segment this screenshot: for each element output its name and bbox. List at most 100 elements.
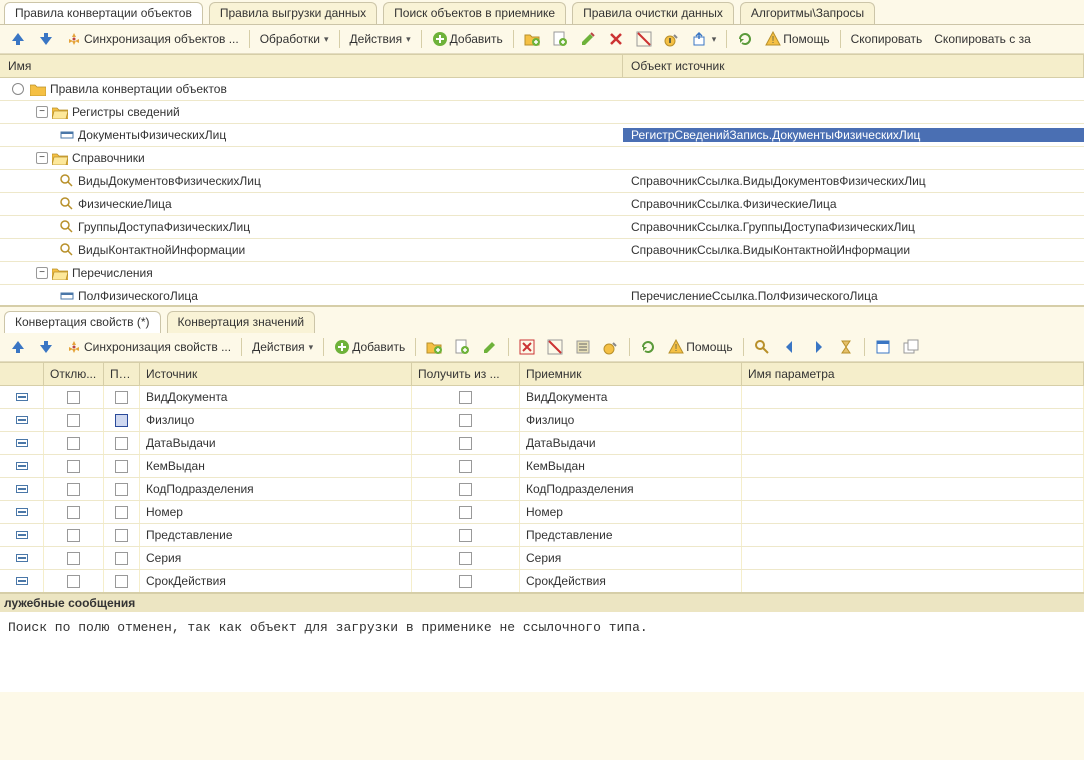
col-param[interactable]: Имя параметра — [742, 363, 1084, 385]
col-src[interactable]: Объект источник — [623, 55, 1084, 77]
tab[interactable]: Правила выгрузки данных — [209, 2, 377, 24]
checkbox-get[interactable] — [459, 483, 472, 496]
tree-row[interactable]: ДокументыФизическихЛицРегистрСведенийЗап… — [0, 124, 1084, 147]
nav-fwd-icon[interactable] — [806, 337, 830, 357]
checkbox-po[interactable] — [115, 575, 128, 588]
checkbox-po[interactable] — [115, 414, 128, 427]
tab[interactable]: Поиск объектов в приемнике — [383, 2, 566, 24]
tree-row[interactable]: ПолФизическогоЛицаПеречислениеСсылка.Пол… — [0, 285, 1084, 306]
checkbox-off[interactable] — [67, 575, 80, 588]
window-icon[interactable] — [871, 337, 895, 357]
col-getfrom[interactable]: Получить из ... — [412, 363, 520, 385]
tree-row[interactable]: ВидыДокументовФизическихЛицСправочникСсы… — [0, 170, 1084, 193]
checkbox-get[interactable] — [459, 414, 472, 427]
checkbox-get[interactable] — [459, 460, 472, 473]
checkbox-po[interactable] — [115, 552, 128, 565]
toggle2-icon[interactable] — [543, 337, 567, 357]
toggle-icon[interactable] — [632, 29, 656, 49]
property-row[interactable]: НомерНомер — [0, 501, 1084, 524]
list-icon[interactable] — [571, 337, 595, 357]
property-row[interactable]: СерияСерия — [0, 547, 1084, 570]
delete2-icon[interactable] — [515, 337, 539, 357]
checkbox-off[interactable] — [67, 506, 80, 519]
property-rows[interactable]: ВидДокументаВидДокументаФизлицоФизлицоДа… — [0, 386, 1084, 592]
checkbox-get[interactable] — [459, 391, 472, 404]
property-row[interactable]: ДатаВыдачиДатаВыдачи — [0, 432, 1084, 455]
new-doc2-icon[interactable] — [450, 337, 474, 357]
tree-row[interactable]: −Перечисления — [0, 262, 1084, 285]
tab[interactable]: Правила конвертации объектов — [4, 2, 203, 24]
copy-button[interactable]: Скопировать — [847, 30, 927, 48]
property-row[interactable]: СрокДействияСрокДействия — [0, 570, 1084, 592]
expand-icon[interactable]: − — [36, 106, 48, 118]
checkbox-off[interactable] — [67, 437, 80, 450]
copy-with-button[interactable]: Скопировать с за — [930, 30, 1035, 48]
col-source[interactable]: Источник — [140, 363, 412, 385]
tree-row[interactable]: ВидыКонтактнойИнформацииСправочникСсылка… — [0, 239, 1084, 262]
tab[interactable]: Конвертация свойств (*) — [4, 311, 161, 333]
checkbox-po[interactable] — [115, 483, 128, 496]
search-icon[interactable] — [750, 337, 774, 357]
col-off[interactable]: Отклю... — [44, 363, 104, 385]
new-folder-icon[interactable] — [520, 29, 544, 49]
tree-row[interactable]: −Регистры сведений — [0, 101, 1084, 124]
property-row[interactable]: КодПодразделенияКодПодразделения — [0, 478, 1084, 501]
refresh-icon[interactable] — [733, 29, 757, 49]
tree-row[interactable]: ГруппыДоступаФизическихЛицСправочникСсыл… — [0, 216, 1084, 239]
checkbox-off[interactable] — [67, 460, 80, 473]
tree-row[interactable]: −Справочники — [0, 147, 1084, 170]
col-name[interactable]: Имя — [0, 55, 623, 77]
tree-grid[interactable]: Правила конвертации объектов−Регистры св… — [0, 78, 1084, 306]
expand-icon[interactable]: − — [36, 267, 48, 279]
property-row[interactable]: ФизлицоФизлицо — [0, 409, 1084, 432]
arrow-up-icon[interactable] — [6, 337, 30, 357]
checkbox-off[interactable] — [67, 552, 80, 565]
add2-button[interactable]: Добавить — [330, 337, 409, 357]
new-folder2-icon[interactable] — [422, 337, 446, 357]
arrow-down-icon[interactable] — [34, 29, 58, 49]
delete-icon[interactable] — [604, 29, 628, 49]
checkbox-po[interactable] — [115, 506, 128, 519]
tab[interactable]: Правила очистки данных — [572, 2, 734, 24]
proc-dropdown[interactable]: Обработки — [256, 30, 333, 48]
checkbox-off[interactable] — [67, 414, 80, 427]
checkbox-get[interactable] — [459, 575, 472, 588]
property-row[interactable]: ВидДокументаВидДокумента — [0, 386, 1084, 409]
property-row[interactable]: ПредставлениеПредставление — [0, 524, 1084, 547]
checkbox-get[interactable] — [459, 552, 472, 565]
checkbox-po[interactable] — [115, 437, 128, 450]
checkbox-off[interactable] — [67, 529, 80, 542]
expand-icon[interactable]: − — [36, 152, 48, 164]
tree-row[interactable]: ФизическиеЛицаСправочникСсылка.Физически… — [0, 193, 1084, 216]
tab[interactable]: Конвертация значений — [167, 311, 316, 333]
edit-icon[interactable] — [576, 29, 600, 49]
checkbox-get[interactable] — [459, 529, 472, 542]
property-row[interactable]: КемВыданКемВыдан — [0, 455, 1084, 478]
sync-props-button[interactable]: Синхронизация свойств ... — [62, 337, 235, 357]
arrow-down-icon[interactable] — [34, 337, 58, 357]
checkbox-off[interactable] — [67, 391, 80, 404]
col-dest[interactable]: Приемник — [520, 363, 742, 385]
checkbox-off[interactable] — [67, 483, 80, 496]
arrow-up-icon[interactable] — [6, 29, 30, 49]
help2-button[interactable]: !Помощь — [664, 337, 736, 357]
add-button[interactable]: Добавить — [428, 29, 507, 49]
actions-dropdown[interactable]: Действия — [346, 30, 415, 48]
checkbox-get[interactable] — [459, 506, 472, 519]
col-po[interactable]: По... — [104, 363, 140, 385]
new-doc-icon[interactable] — [548, 29, 572, 49]
info2-icon[interactable] — [599, 337, 623, 357]
edit2-icon[interactable] — [478, 337, 502, 357]
tab[interactable]: Алгоритмы\Запросы — [740, 2, 875, 24]
nav-back-icon[interactable] — [778, 337, 802, 357]
checkbox-po[interactable] — [115, 529, 128, 542]
refresh2-icon[interactable] — [636, 337, 660, 357]
sync-button[interactable]: Синхронизация объектов ... — [62, 29, 243, 49]
actions2-dropdown[interactable]: Действия — [248, 338, 317, 356]
hourglass-icon[interactable] — [834, 337, 858, 357]
checkbox-po[interactable] — [115, 460, 128, 473]
checkbox-get[interactable] — [459, 437, 472, 450]
checkbox-po[interactable] — [115, 391, 128, 404]
help-button[interactable]: !Помощь — [761, 29, 833, 49]
export-icon[interactable] — [688, 29, 721, 49]
